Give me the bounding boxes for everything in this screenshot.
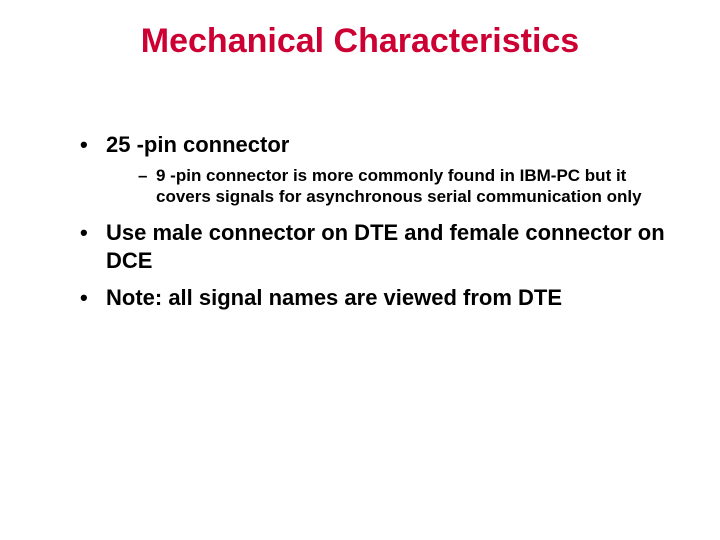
list-item: Use male connector on DTE and female con… <box>80 219 670 274</box>
list-item-text: Note: all signal names are viewed from D… <box>106 285 562 310</box>
list-item: Note: all signal names are viewed from D… <box>80 284 670 312</box>
list-item-text: Use male connector on DTE and female con… <box>106 220 665 273</box>
list-item: 25 -pin connector 9 -pin connector is mo… <box>80 131 670 207</box>
slide-title: Mechanical Characteristics <box>50 22 670 61</box>
sub-list-item: 9 -pin connector is more commonly found … <box>138 165 670 208</box>
sub-bullet-list: 9 -pin connector is more commonly found … <box>106 165 670 208</box>
list-item-text: 25 -pin connector <box>106 132 289 157</box>
sub-list-item-text: 9 -pin connector is more commonly found … <box>156 166 642 206</box>
bullet-list: 25 -pin connector 9 -pin connector is mo… <box>50 131 670 312</box>
slide: Mechanical Characteristics 25 -pin conne… <box>0 0 720 540</box>
